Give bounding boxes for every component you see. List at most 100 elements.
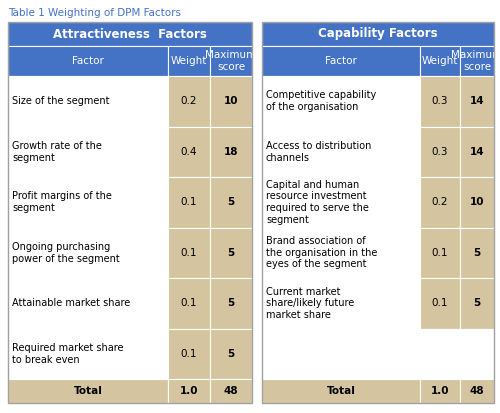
Bar [420, 228, 460, 278]
Bar [210, 278, 252, 328]
Bar [8, 126, 168, 177]
Bar [262, 228, 420, 278]
Text: 0.1: 0.1 [181, 298, 197, 308]
Text: 14: 14 [470, 147, 484, 157]
Bar [168, 126, 210, 177]
Text: Attainable market share: Attainable market share [12, 298, 130, 308]
Text: 0.3: 0.3 [432, 147, 448, 157]
Bar [168, 379, 210, 403]
Text: Table 1 Weighting of DPM Factors: Table 1 Weighting of DPM Factors [8, 8, 181, 18]
Text: Capability Factors: Capability Factors [318, 28, 438, 40]
Text: Weight: Weight [422, 56, 458, 66]
Bar [262, 22, 494, 46]
Text: 5: 5 [228, 197, 234, 207]
Text: Access to distribution
channels: Access to distribution channels [266, 141, 372, 163]
Text: 0.4: 0.4 [181, 147, 197, 157]
Text: 1.0: 1.0 [431, 386, 449, 396]
Bar [8, 177, 168, 228]
Bar [210, 228, 252, 278]
Text: Current market
share/likely future
market share: Current market share/likely future marke… [266, 287, 354, 320]
Text: 5: 5 [228, 349, 234, 359]
Bar [460, 228, 494, 278]
Bar [262, 76, 420, 126]
Text: Total: Total [326, 386, 356, 396]
Bar [210, 177, 252, 228]
Bar [460, 278, 494, 328]
Text: Total: Total [74, 386, 102, 396]
Text: Attractiveness  Factors: Attractiveness Factors [53, 28, 207, 40]
Bar [420, 126, 460, 177]
Text: 5: 5 [474, 298, 480, 308]
Bar [168, 177, 210, 228]
Text: 0.1: 0.1 [181, 248, 197, 258]
Text: Capital and human
resource investment
required to serve the
segment: Capital and human resource investment re… [266, 180, 369, 225]
Bar [262, 126, 420, 177]
Bar [210, 328, 252, 379]
Bar [420, 379, 460, 403]
Text: Ongoing purchasing
power of the segment: Ongoing purchasing power of the segment [12, 242, 120, 263]
Text: 0.2: 0.2 [181, 96, 197, 106]
Bar [168, 228, 210, 278]
Text: Growth rate of the
segment: Growth rate of the segment [12, 141, 102, 163]
Text: Required market share
to break even: Required market share to break even [12, 343, 124, 365]
Bar [210, 46, 252, 76]
Bar [460, 46, 494, 76]
Bar [262, 177, 420, 228]
Bar [262, 278, 420, 328]
Bar [8, 228, 168, 278]
Text: 0.1: 0.1 [432, 298, 448, 308]
Bar [460, 328, 494, 379]
Bar [420, 278, 460, 328]
Bar [8, 22, 252, 403]
Bar [262, 379, 420, 403]
Bar [420, 177, 460, 228]
Bar [420, 76, 460, 126]
Text: 10: 10 [470, 197, 484, 207]
Text: Factor: Factor [325, 56, 357, 66]
Bar [168, 46, 210, 76]
Bar [210, 126, 252, 177]
Bar [460, 76, 494, 126]
Bar [8, 379, 168, 403]
Text: 14: 14 [470, 96, 484, 106]
Text: Maximum
score: Maximum score [206, 50, 256, 72]
Bar [8, 46, 168, 76]
Bar [210, 76, 252, 126]
Text: 18: 18 [224, 147, 238, 157]
Text: 5: 5 [474, 248, 480, 258]
Bar [262, 46, 420, 76]
Text: Brand association of
the organisation in the
eyes of the segment: Brand association of the organisation in… [266, 236, 378, 269]
Text: 0.2: 0.2 [432, 197, 448, 207]
Bar [8, 328, 168, 379]
Text: Competitive capability
of the organisation: Competitive capability of the organisati… [266, 90, 376, 112]
Bar [460, 379, 494, 403]
Text: 0.3: 0.3 [432, 96, 448, 106]
Text: Factor: Factor [72, 56, 104, 66]
Bar [420, 328, 460, 379]
Bar [8, 76, 168, 126]
Text: 48: 48 [470, 386, 484, 396]
Text: 0.1: 0.1 [181, 349, 197, 359]
Bar [262, 328, 420, 379]
Bar [8, 22, 252, 46]
Text: Weight: Weight [171, 56, 207, 66]
Bar [262, 22, 494, 403]
Text: 1.0: 1.0 [180, 386, 198, 396]
Bar [460, 177, 494, 228]
Bar [168, 76, 210, 126]
Bar [8, 278, 168, 328]
Text: Profit margins of the
segment: Profit margins of the segment [12, 192, 112, 213]
Bar [210, 379, 252, 403]
Bar [168, 328, 210, 379]
Text: Size of the segment: Size of the segment [12, 96, 110, 106]
Text: Maximum
score: Maximum score [452, 50, 500, 72]
Text: 5: 5 [228, 248, 234, 258]
Bar [460, 126, 494, 177]
Text: 0.1: 0.1 [181, 197, 197, 207]
Bar [420, 46, 460, 76]
Text: 5: 5 [228, 298, 234, 308]
Text: 0.1: 0.1 [432, 248, 448, 258]
Bar [168, 278, 210, 328]
Text: 48: 48 [224, 386, 238, 396]
Text: 10: 10 [224, 96, 238, 106]
